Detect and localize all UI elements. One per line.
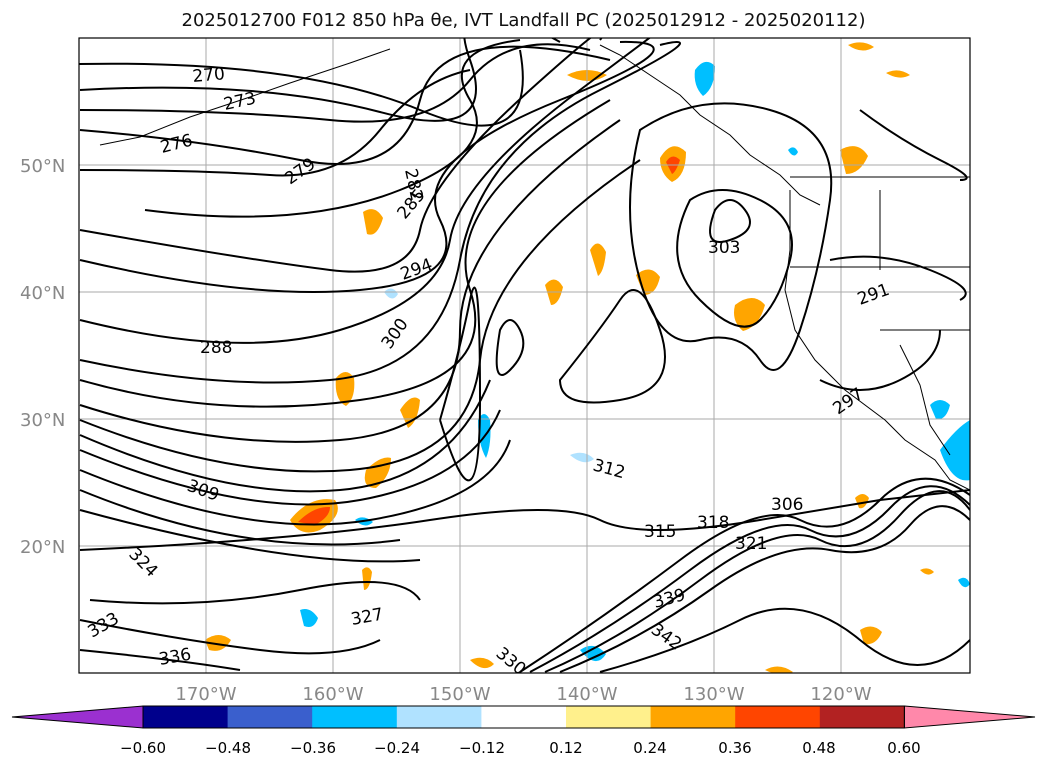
colorbar-segment — [312, 706, 398, 728]
contour-label: 318 — [697, 513, 729, 533]
lon-label: 120°W — [810, 684, 871, 705]
colorbar-segment — [735, 706, 821, 728]
contour-label: 270 — [192, 64, 226, 87]
colorbar-ticks: −0.60 −0.48 −0.36 −0.24 −0.12 0.12 0.24 … — [120, 739, 921, 757]
theta-e-contours — [79, 38, 970, 673]
map-title: 2025012700 F012 850 hPa θe, IVT Landfall… — [181, 10, 866, 31]
colorbar-segment — [143, 706, 229, 728]
colorbar-segment — [396, 706, 482, 728]
contour-label: 321 — [735, 534, 767, 554]
lat-label: 50°N — [20, 156, 65, 177]
colorbar-tick: 0.60 — [887, 739, 920, 757]
colorbar-tick: 0.48 — [802, 739, 835, 757]
colorbar-tick: 0.12 — [549, 739, 582, 757]
colorbar-segment — [819, 706, 905, 728]
anomaly-patches — [205, 42, 970, 673]
lat-label: 40°N — [20, 283, 65, 304]
colorbar-tick: −0.12 — [459, 739, 505, 757]
colorbar-extend-low — [11, 705, 144, 729]
lon-label: 130°W — [683, 684, 744, 705]
colorbar-frame — [142, 705, 905, 729]
map-frame — [78, 37, 971, 674]
lon-label: 140°W — [556, 684, 617, 705]
colorbar — [11, 705, 1036, 729]
colorbar-tick: −0.48 — [205, 739, 251, 757]
colorbar-tick: −0.36 — [290, 739, 336, 757]
contour-label: 315 — [644, 522, 676, 542]
lon-label: 170°W — [175, 684, 236, 705]
contour-label: 303 — [708, 238, 740, 258]
lat-label: 20°N — [20, 537, 65, 558]
colorbar-tick: 0.24 — [633, 739, 666, 757]
colorbar-segment — [650, 706, 736, 728]
lat-label: 30°N — [20, 410, 65, 431]
lon-label: 160°W — [302, 684, 363, 705]
colorbar-tick: −0.24 — [374, 739, 420, 757]
axis-labels: 50°N 40°N 30°N 20°N 170°W 160°W 150°W 14… — [20, 156, 872, 705]
lon-label: 150°W — [429, 684, 490, 705]
colorbar-segment — [227, 706, 313, 728]
colorbar-tick: −0.60 — [120, 739, 166, 757]
contour-label: 288 — [200, 338, 232, 358]
contour-label: 306 — [771, 495, 803, 515]
colorbar-tick: 0.36 — [718, 739, 751, 757]
colorbar-segment — [481, 706, 567, 728]
colorbar-extend-high — [903, 705, 1036, 729]
colorbar-segment — [566, 706, 652, 728]
